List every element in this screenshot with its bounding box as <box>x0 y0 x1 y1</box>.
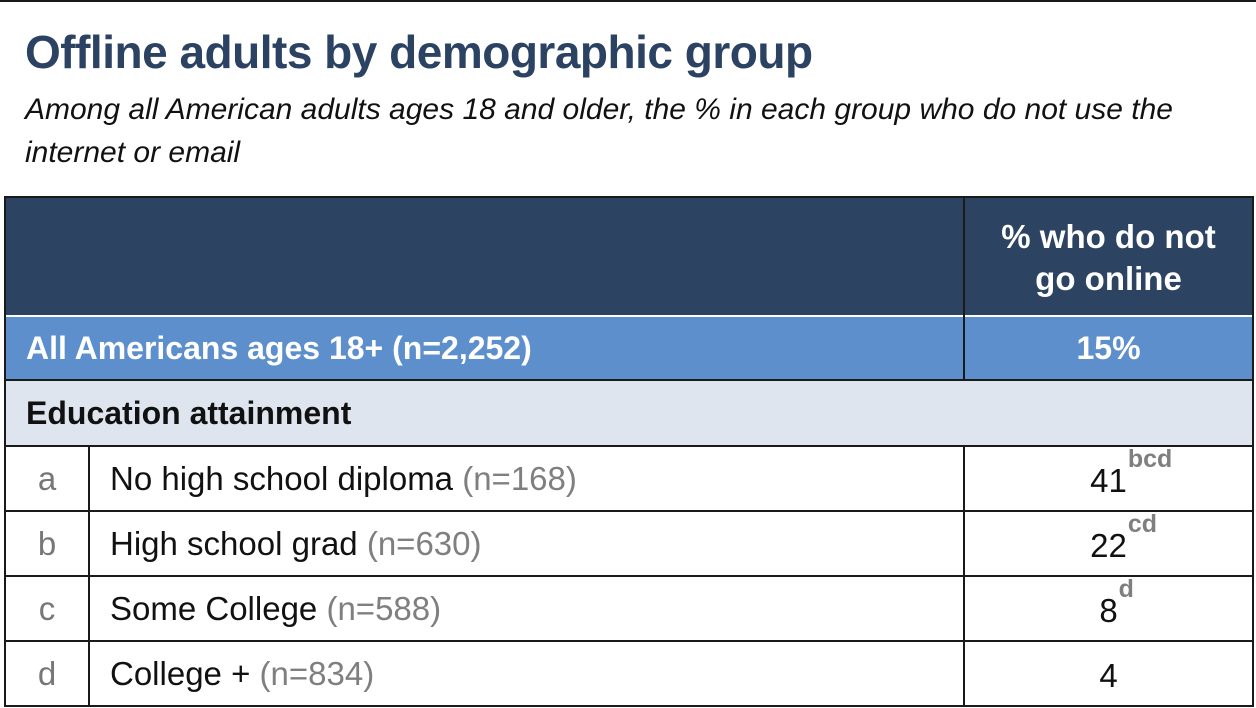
row-label: No high school diploma (n=168) <box>88 445 965 512</box>
sample-size: (n=588) <box>326 589 442 627</box>
row-label-text: High school grad <box>110 524 358 562</box>
significance-marker: bcd <box>1127 445 1173 473</box>
row-label: High school grad (n=630) <box>88 510 965 577</box>
row-letter: b <box>4 510 90 577</box>
table-row: d College + (n=834) 4 <box>4 640 1254 707</box>
row-value-cell: 4 <box>963 640 1254 707</box>
total-value: 15% <box>963 315 1254 380</box>
row-label-text: Some College <box>110 589 318 627</box>
column-header: % who do not go online <box>963 196 1254 316</box>
table-row: a No high school diploma (n=168) 41 bcd <box>4 445 1254 512</box>
row-label-text: No high school diploma <box>110 459 454 497</box>
chart-subtitle: Among all American adults ages 18 and ol… <box>25 93 1173 169</box>
row-label: College + (n=834) <box>88 640 965 707</box>
row-value: 4 <box>1099 657 1118 694</box>
sample-size: (n=168) <box>462 459 577 497</box>
group-label: Education attainment <box>4 379 1254 447</box>
row-value-cell: 22 cd <box>963 510 1254 577</box>
top-rule <box>0 0 1256 2</box>
header-blank-cell <box>4 196 965 316</box>
total-row: All Americans ages 18+ (n=2,252) 15% <box>4 315 1254 380</box>
data-table: % who do not go online All Americans age… <box>4 196 1254 707</box>
group-row: Education attainment <box>4 379 1254 447</box>
chart-title: Offline adults by demographic group <box>25 26 813 78</box>
row-letter: c <box>4 575 90 642</box>
row-value: 8 <box>1099 592 1118 629</box>
header-row: % who do not go online <box>4 196 1254 316</box>
row-letter: a <box>4 445 90 512</box>
sample-size: (n=630) <box>366 524 482 562</box>
table-row: b High school grad (n=630) 22 cd <box>4 510 1254 577</box>
significance-marker: cd <box>1127 510 1158 538</box>
significance-marker: d <box>1118 575 1134 603</box>
total-label: All Americans ages 18+ (n=2,252) <box>4 315 965 380</box>
row-label: Some College (n=588) <box>88 575 965 642</box>
column-header-label: % who do not go online <box>1001 217 1216 297</box>
row-value: 22 <box>1090 527 1127 564</box>
row-letter: d <box>4 640 90 707</box>
row-label-text: College + <box>110 654 251 692</box>
row-value: 41 <box>1090 462 1127 499</box>
row-value-cell: 41 bcd <box>963 445 1254 512</box>
sample-size: (n=834) <box>259 654 375 692</box>
